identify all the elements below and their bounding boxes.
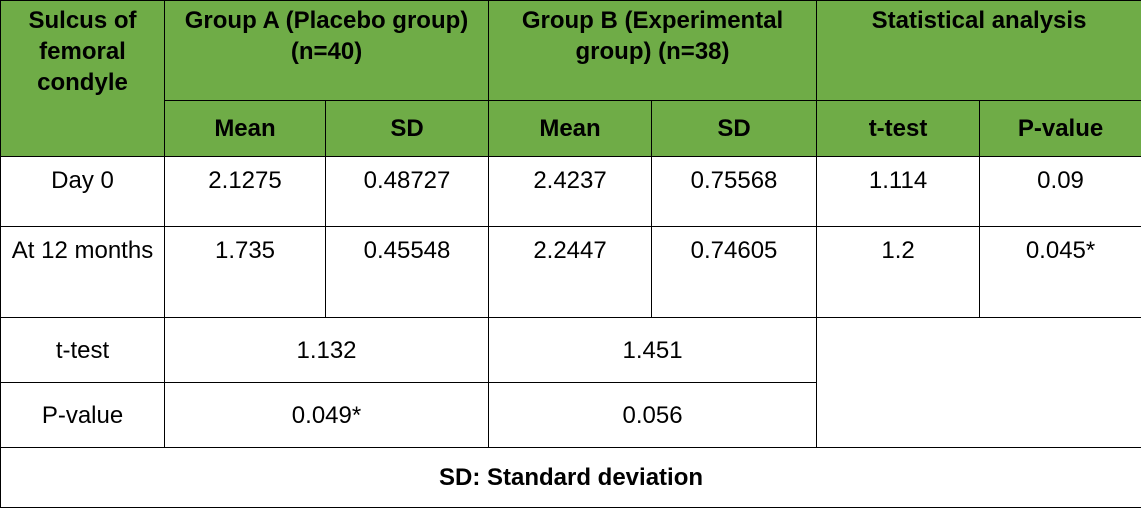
table-footnote: SD: Standard deviation xyxy=(0,447,1141,508)
header-ttest: t-test xyxy=(816,100,981,157)
summary-group-b: 1.451 xyxy=(488,317,818,383)
header-sd-a: SD xyxy=(324,100,490,157)
header-row-label: Sulcus of femoral condyle xyxy=(0,0,165,157)
summary-group-a: 1.132 xyxy=(163,317,490,383)
cell-pvalue: 0.09 xyxy=(979,156,1141,227)
cell-ttest: 1.114 xyxy=(816,156,981,227)
header-group-b: Group B (Experimental group) (n=38) xyxy=(488,0,818,101)
empty-stats-cell xyxy=(816,317,1141,448)
header-pvalue: P-value xyxy=(979,100,1141,157)
cell-mean-a: 2.1275 xyxy=(164,156,326,227)
cell-sd-b: 0.75568 xyxy=(651,156,818,227)
header-group-a: Group A (Placebo group) (n=40) xyxy=(163,0,490,101)
cell-ttest: 1.2 xyxy=(816,226,981,318)
summary-label: t-test xyxy=(0,317,165,383)
cell-pvalue: 0.045* xyxy=(979,226,1141,318)
table-row: At 12 months 1.735 0.45548 2.2447 0.7460… xyxy=(0,226,1141,318)
cell-sd-a: 0.45548 xyxy=(324,226,490,318)
cell-mean-b: 2.4237 xyxy=(488,156,653,227)
summary-row: t-test 1.132 1.451 xyxy=(0,317,1141,448)
row-label: Day 0 xyxy=(0,156,165,227)
summary-row: P-value 0.049* 0.056 xyxy=(0,382,1141,448)
table-row: Day 0 2.1275 0.48727 2.4237 0.75568 1.11… xyxy=(0,156,1141,227)
summary-group-a: 0.049* xyxy=(163,382,490,448)
cell-sd-b: 0.74605 xyxy=(651,226,818,318)
cell-sd-a: 0.48727 xyxy=(324,156,490,227)
cell-mean-a: 1.735 xyxy=(164,226,326,318)
header-sd-b: SD xyxy=(651,100,818,157)
cell-mean-b: 2.2447 xyxy=(488,226,653,318)
header-mean-b: Mean xyxy=(488,100,653,157)
header-mean-a: Mean xyxy=(164,100,326,157)
row-label: At 12 months xyxy=(0,226,165,318)
summary-group-b: 0.056 xyxy=(488,382,818,448)
header-statistical-analysis: Statistical analysis xyxy=(816,0,1141,101)
summary-label: P-value xyxy=(0,382,165,448)
